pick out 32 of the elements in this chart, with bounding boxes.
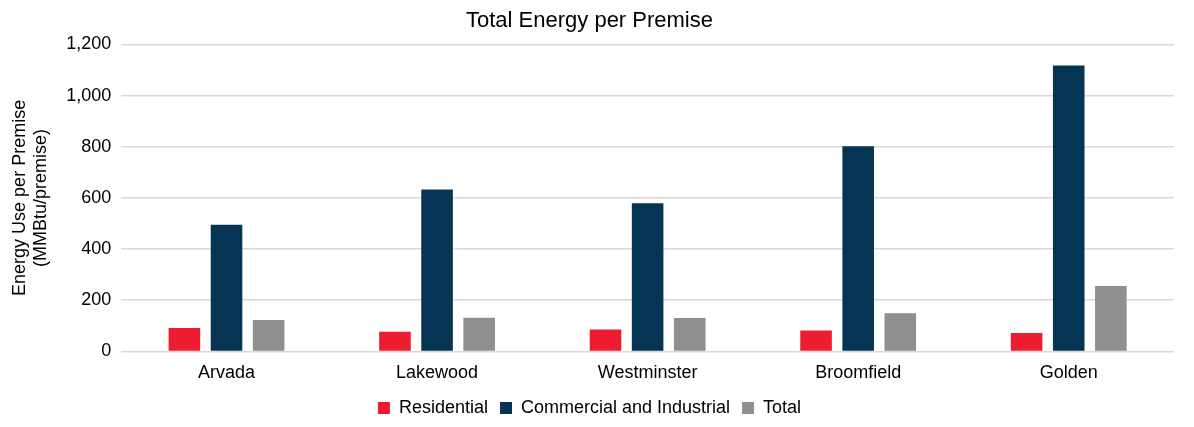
bar xyxy=(589,329,622,351)
bar xyxy=(463,317,495,351)
bar xyxy=(168,328,201,351)
bar xyxy=(673,317,706,351)
y-tick-label: 800 xyxy=(81,135,112,156)
y-tick-label: 200 xyxy=(81,289,112,310)
y-axis-title: Energy Use per Premise (MMBtu/premise) xyxy=(8,99,51,296)
bar xyxy=(884,313,917,351)
bar xyxy=(252,319,285,351)
y-tick-label: 1,200 xyxy=(66,33,112,54)
bar xyxy=(1095,285,1127,351)
x-tick-label: Lakewood xyxy=(396,362,479,383)
x-tick-label: Golden xyxy=(1039,362,1098,383)
x-tick-label: Arvada xyxy=(198,362,257,383)
legend-label: Residential xyxy=(398,396,488,417)
bar xyxy=(800,330,832,351)
y-tick-label: 600 xyxy=(81,186,112,207)
bar xyxy=(1052,65,1085,351)
y-tick-label: 1,000 xyxy=(66,84,112,105)
bar xyxy=(421,189,453,351)
legend-label: Commercial and Industrial xyxy=(520,396,731,417)
bar xyxy=(210,224,243,351)
x-tick-label: Broomfield xyxy=(815,362,902,383)
y-tick-label: 400 xyxy=(81,238,112,259)
bar xyxy=(379,331,411,351)
legend-label: Total xyxy=(763,396,802,417)
bar xyxy=(631,203,664,351)
bar xyxy=(842,146,874,351)
y-tick-label: 0 xyxy=(101,340,112,361)
x-tick-label: Westminster xyxy=(597,362,698,383)
bar xyxy=(1010,332,1043,351)
chart-title: Total Energy per Premise xyxy=(466,7,713,33)
